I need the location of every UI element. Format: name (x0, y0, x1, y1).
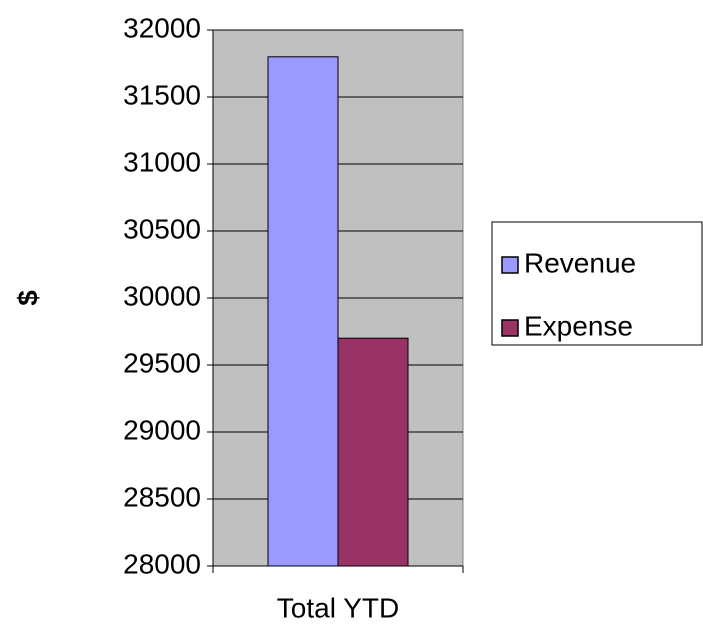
y-tick-label: 32000 (123, 12, 201, 43)
y-axis-label: $ (12, 290, 43, 306)
y-tick-label: 28000 (123, 548, 201, 579)
y-tick-label: 31000 (123, 146, 201, 177)
legend-box (491, 221, 703, 346)
x-tick-label: Total YTD (277, 592, 399, 623)
y-tick-label: 30500 (123, 213, 201, 244)
legend-swatch (501, 256, 519, 274)
y-tick-label: 29000 (123, 414, 201, 445)
bar (267, 56, 339, 567)
bar (337, 337, 409, 567)
y-tick-label: 30000 (123, 280, 201, 311)
y-tick-label: 28500 (123, 481, 201, 512)
legend-swatch (501, 319, 519, 337)
legend-label: Expense (524, 310, 633, 341)
legend-label: Revenue (524, 247, 636, 278)
y-tick-label: 31500 (123, 79, 201, 110)
y-tick-label: 29500 (123, 347, 201, 378)
